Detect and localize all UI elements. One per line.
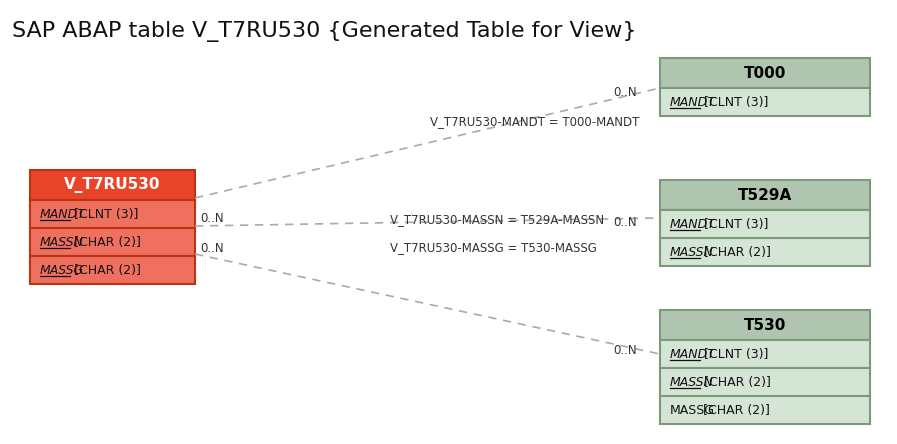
Text: [CLNT (3)]: [CLNT (3)]: [70, 207, 138, 221]
Text: [CHAR (2)]: [CHAR (2)]: [700, 376, 771, 388]
Bar: [660, 88, 870, 116]
Bar: [660, 180, 870, 210]
Text: MASSN: MASSN: [40, 235, 84, 249]
Bar: [660, 238, 870, 266]
Text: T529A: T529A: [738, 187, 792, 202]
Bar: [660, 340, 870, 368]
Text: [CLNT (3)]: [CLNT (3)]: [700, 218, 769, 230]
Text: V_T7RU530-MASSN = T529A-MASSN: V_T7RU530-MASSN = T529A-MASSN: [390, 214, 604, 226]
Text: MANDT: MANDT: [670, 218, 716, 230]
Text: [CHAR (2)]: [CHAR (2)]: [699, 404, 770, 416]
Text: SAP ABAP table V_T7RU530 {Generated Table for View}: SAP ABAP table V_T7RU530 {Generated Tabl…: [12, 21, 637, 43]
Text: MANDT: MANDT: [670, 348, 716, 361]
Text: 0..N: 0..N: [200, 242, 223, 254]
Text: [CLNT (3)]: [CLNT (3)]: [700, 348, 769, 361]
Text: [CHAR (2)]: [CHAR (2)]: [70, 235, 141, 249]
Bar: [30, 228, 195, 256]
Text: 0..N: 0..N: [200, 211, 223, 225]
Bar: [660, 210, 870, 238]
Text: MASSG: MASSG: [40, 263, 84, 277]
Text: MASSN: MASSN: [670, 376, 714, 388]
Bar: [660, 396, 870, 424]
Text: MANDT: MANDT: [40, 207, 86, 221]
Text: [CLNT (3)]: [CLNT (3)]: [700, 95, 769, 108]
Text: V_T7RU530: V_T7RU530: [65, 177, 161, 193]
Text: MASSN: MASSN: [670, 246, 714, 258]
Text: T530: T530: [744, 317, 786, 333]
Text: 0..N: 0..N: [614, 215, 637, 229]
Text: [CHAR (2)]: [CHAR (2)]: [70, 263, 141, 277]
Text: T000: T000: [744, 66, 786, 80]
Text: MANDT: MANDT: [670, 95, 716, 108]
Bar: [30, 200, 195, 228]
Text: [CHAR (2)]: [CHAR (2)]: [700, 246, 771, 258]
Bar: [30, 256, 195, 284]
Bar: [660, 368, 870, 396]
Bar: [660, 58, 870, 88]
Text: V_T7RU530-MASSG = T530-MASSG: V_T7RU530-MASSG = T530-MASSG: [390, 242, 597, 254]
Text: 0..N: 0..N: [614, 344, 637, 357]
Bar: [30, 170, 195, 200]
Bar: [660, 310, 870, 340]
Text: MASSG: MASSG: [670, 404, 715, 416]
Text: V_T7RU530-MANDT = T000-MANDT: V_T7RU530-MANDT = T000-MANDT: [430, 115, 640, 128]
Text: 0..N: 0..N: [614, 86, 637, 99]
